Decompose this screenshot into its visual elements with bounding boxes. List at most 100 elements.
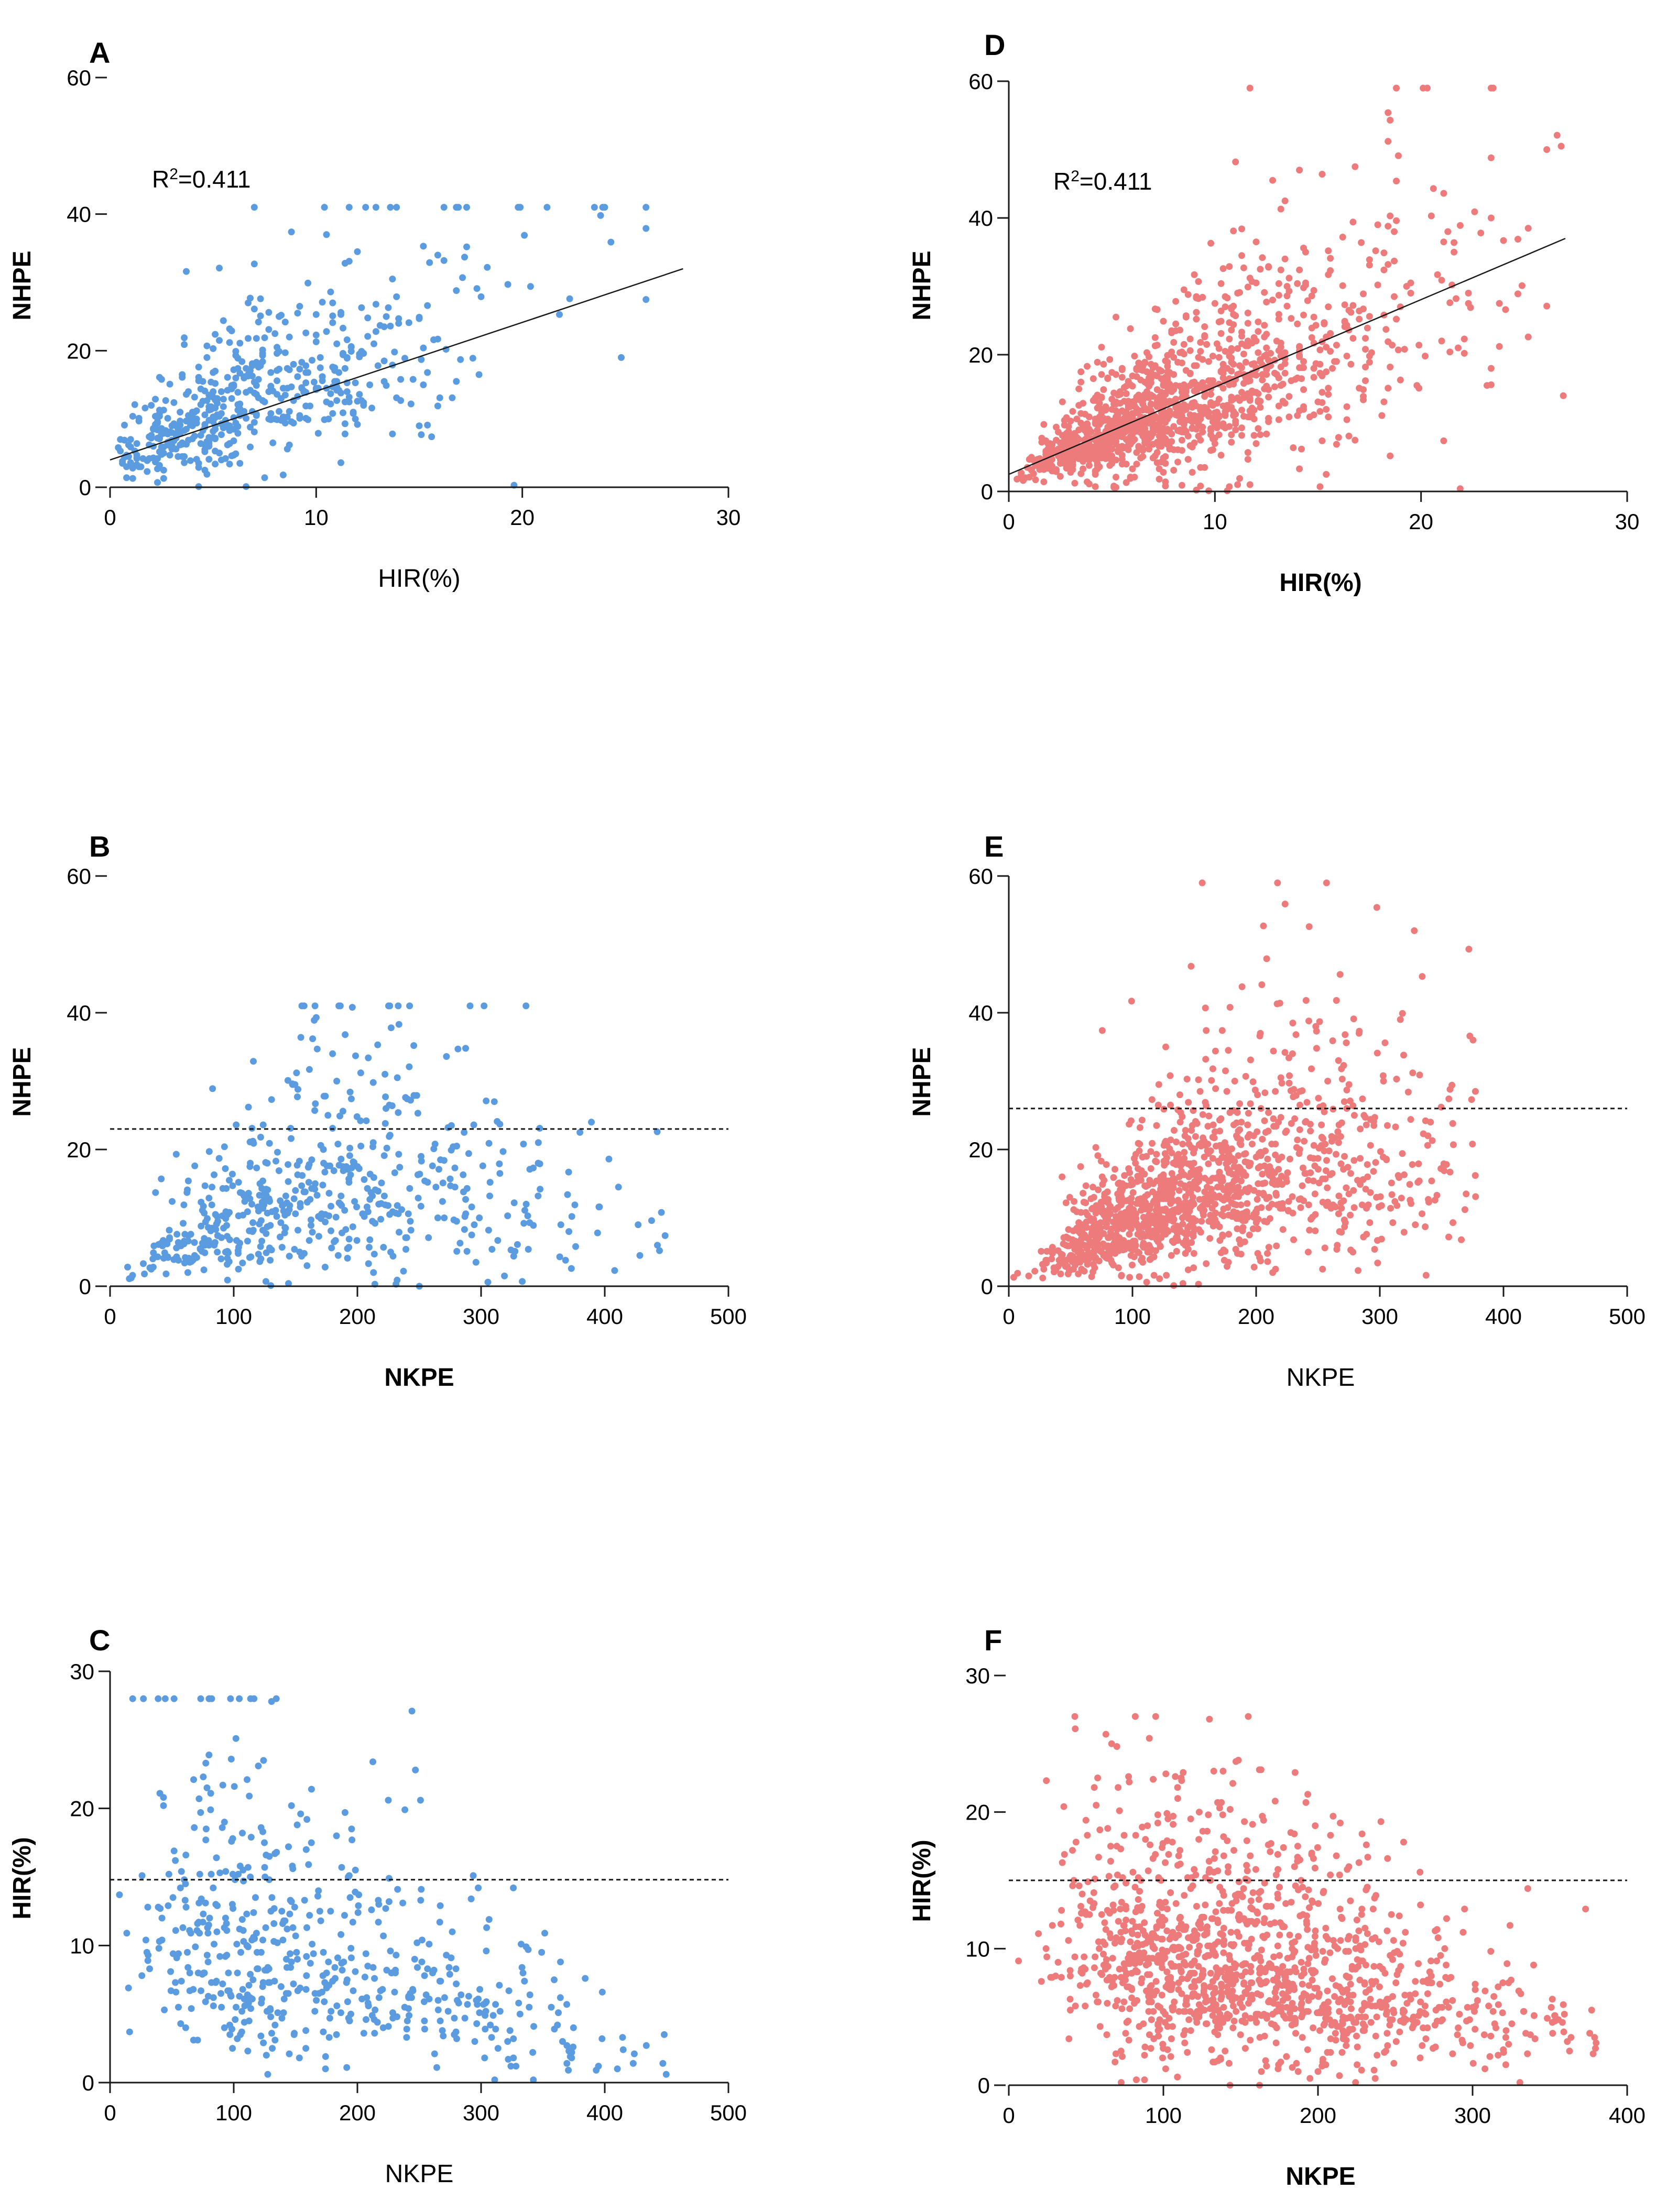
panel-e-point-924 — [1274, 879, 1281, 886]
panel-e-point-382 — [1312, 1227, 1319, 1234]
panel-b-point-535 — [201, 1249, 209, 1256]
panel-b-point-64 — [275, 1167, 282, 1174]
panel-d-point-1005 — [1110, 483, 1118, 490]
panel-e-point-895 — [1089, 1268, 1096, 1276]
panel-d-point-650 — [1222, 348, 1229, 355]
panel-d-point-799 — [1456, 222, 1464, 229]
panel-d-point-654 — [1170, 467, 1178, 474]
panel-d-point-445 — [1461, 349, 1468, 357]
panel-c-point-394 — [350, 1987, 357, 1995]
panel-b-point-379 — [254, 1203, 261, 1211]
panel-d-point-837 — [1362, 346, 1369, 353]
panel-c-point-188 — [259, 1983, 266, 1990]
panel-d-point-1159 — [1244, 413, 1251, 421]
panel-a-point-339 — [374, 362, 382, 369]
panel-e-point-1080 — [1133, 1200, 1140, 1207]
panel-b-point-142 — [248, 1200, 255, 1208]
panel-b-point-466 — [375, 1200, 383, 1208]
panel-a-point-558 — [259, 358, 266, 365]
panel-c-point-127 — [565, 2047, 573, 2055]
panel-c-point-263 — [232, 2016, 239, 2023]
panel-c-point-144 — [662, 2071, 670, 2078]
panel-a-point-420 — [224, 374, 231, 381]
panel-e-point-804 — [1329, 1037, 1336, 1044]
panel-f-point-201 — [1235, 1878, 1243, 1886]
panel-e-point-84 — [1472, 1172, 1479, 1179]
panel-d-point-1229 — [1160, 377, 1167, 385]
panel-c-point-31 — [291, 1903, 298, 1911]
panel-e-point-1174 — [1250, 1132, 1257, 1140]
panel-d-point-862 — [1465, 290, 1472, 297]
panel-c-point-543 — [281, 1917, 289, 1924]
panel-e-point-565 — [1190, 1229, 1197, 1236]
panel-e-point-634 — [1198, 879, 1206, 886]
panel-c-point-217 — [227, 1695, 234, 1702]
panel-d-point-1007 — [1139, 447, 1147, 454]
panel-c-points — [116, 1695, 670, 2084]
panel-d-point-421 — [1215, 354, 1223, 361]
panel-d-point-345 — [1123, 461, 1130, 468]
panel-b-point-443 — [483, 1097, 490, 1104]
panel-a-point-425 — [193, 407, 200, 414]
panel-c-point-433 — [235, 1870, 242, 1878]
panel-c-point-132 — [510, 2054, 517, 2062]
panel-b-point-501 — [321, 1168, 329, 1176]
panel-c-point-490 — [303, 1924, 310, 1931]
panel-c-point-6 — [368, 1906, 375, 1913]
panel-b-point-148 — [395, 1021, 402, 1028]
panel-e-point-1299 — [1234, 1189, 1241, 1196]
panel-e-point-1228 — [1189, 1185, 1196, 1192]
panel-e-point-930 — [1112, 1250, 1119, 1257]
panel-a-point-259 — [294, 310, 301, 317]
panel-c-point-413 — [339, 1966, 346, 1974]
panel-e-y-tick-label-2: 40 — [968, 1001, 993, 1025]
panel-e-point-142 — [1098, 1027, 1106, 1034]
panel-d-point-1154 — [1106, 356, 1114, 363]
panel-d-point-490 — [1321, 319, 1328, 326]
panel-a-point-507 — [360, 402, 367, 409]
panel-c-point-178 — [259, 1936, 266, 1944]
panel-e-point-1160 — [1185, 1173, 1193, 1180]
panel-a-point-132 — [250, 305, 258, 313]
panel-e-point-1218 — [1129, 1211, 1137, 1218]
panel-e-point-1258 — [1138, 1256, 1145, 1264]
panel-d-point-651 — [1345, 432, 1353, 440]
panel-f-point-157 — [1204, 1942, 1212, 1950]
panel-c-point-482 — [245, 2017, 253, 2024]
panel-e-point-1283 — [1132, 1151, 1139, 1158]
panel-d-r2-annotation: R2=0.411 — [1053, 168, 1152, 195]
panel-b-point-525 — [308, 1222, 314, 1229]
panel-e-point-706 — [1228, 1199, 1235, 1207]
panel-d-point-567 — [1232, 158, 1239, 166]
panel-f-point-452 — [1305, 1955, 1313, 1962]
panel-a-point-439 — [350, 409, 357, 416]
panel-c-point-371 — [217, 1990, 224, 1997]
panel-a-point-418 — [175, 453, 182, 460]
panel-d-point-361 — [1387, 452, 1394, 459]
panel-e-point-355 — [1081, 1267, 1088, 1275]
panel-d-point-286 — [1261, 322, 1268, 329]
panel-d-point-1162 — [1094, 450, 1101, 457]
panel-f-point-516 — [1145, 1955, 1152, 1962]
panel-e-point-408 — [1305, 923, 1313, 930]
panel-e-point-849 — [1407, 1116, 1414, 1123]
panel-e-point-1133 — [1091, 1255, 1098, 1262]
panel-b-point-375 — [496, 1160, 503, 1167]
panel-d-point-434 — [1339, 234, 1346, 240]
panel-c-x-tick-label-2: 200 — [339, 2100, 376, 2125]
panel-f-point-456 — [1292, 2030, 1299, 2037]
panel-c-point-527 — [437, 2017, 444, 2024]
panel-e-point-617 — [1318, 1121, 1325, 1129]
panel-d-point-249 — [1261, 289, 1268, 296]
panel-e-point-594 — [1296, 1126, 1303, 1133]
panel-f-point-395 — [1358, 2066, 1365, 2074]
panel-d-point-267 — [1123, 390, 1130, 397]
panel-c-point-550 — [244, 1943, 252, 1951]
panel-d-point-725 — [1230, 311, 1237, 318]
panel-e-point-1288 — [1162, 1190, 1169, 1198]
panel-a-point-187 — [148, 402, 155, 409]
panel-b-point-493 — [410, 1092, 418, 1099]
